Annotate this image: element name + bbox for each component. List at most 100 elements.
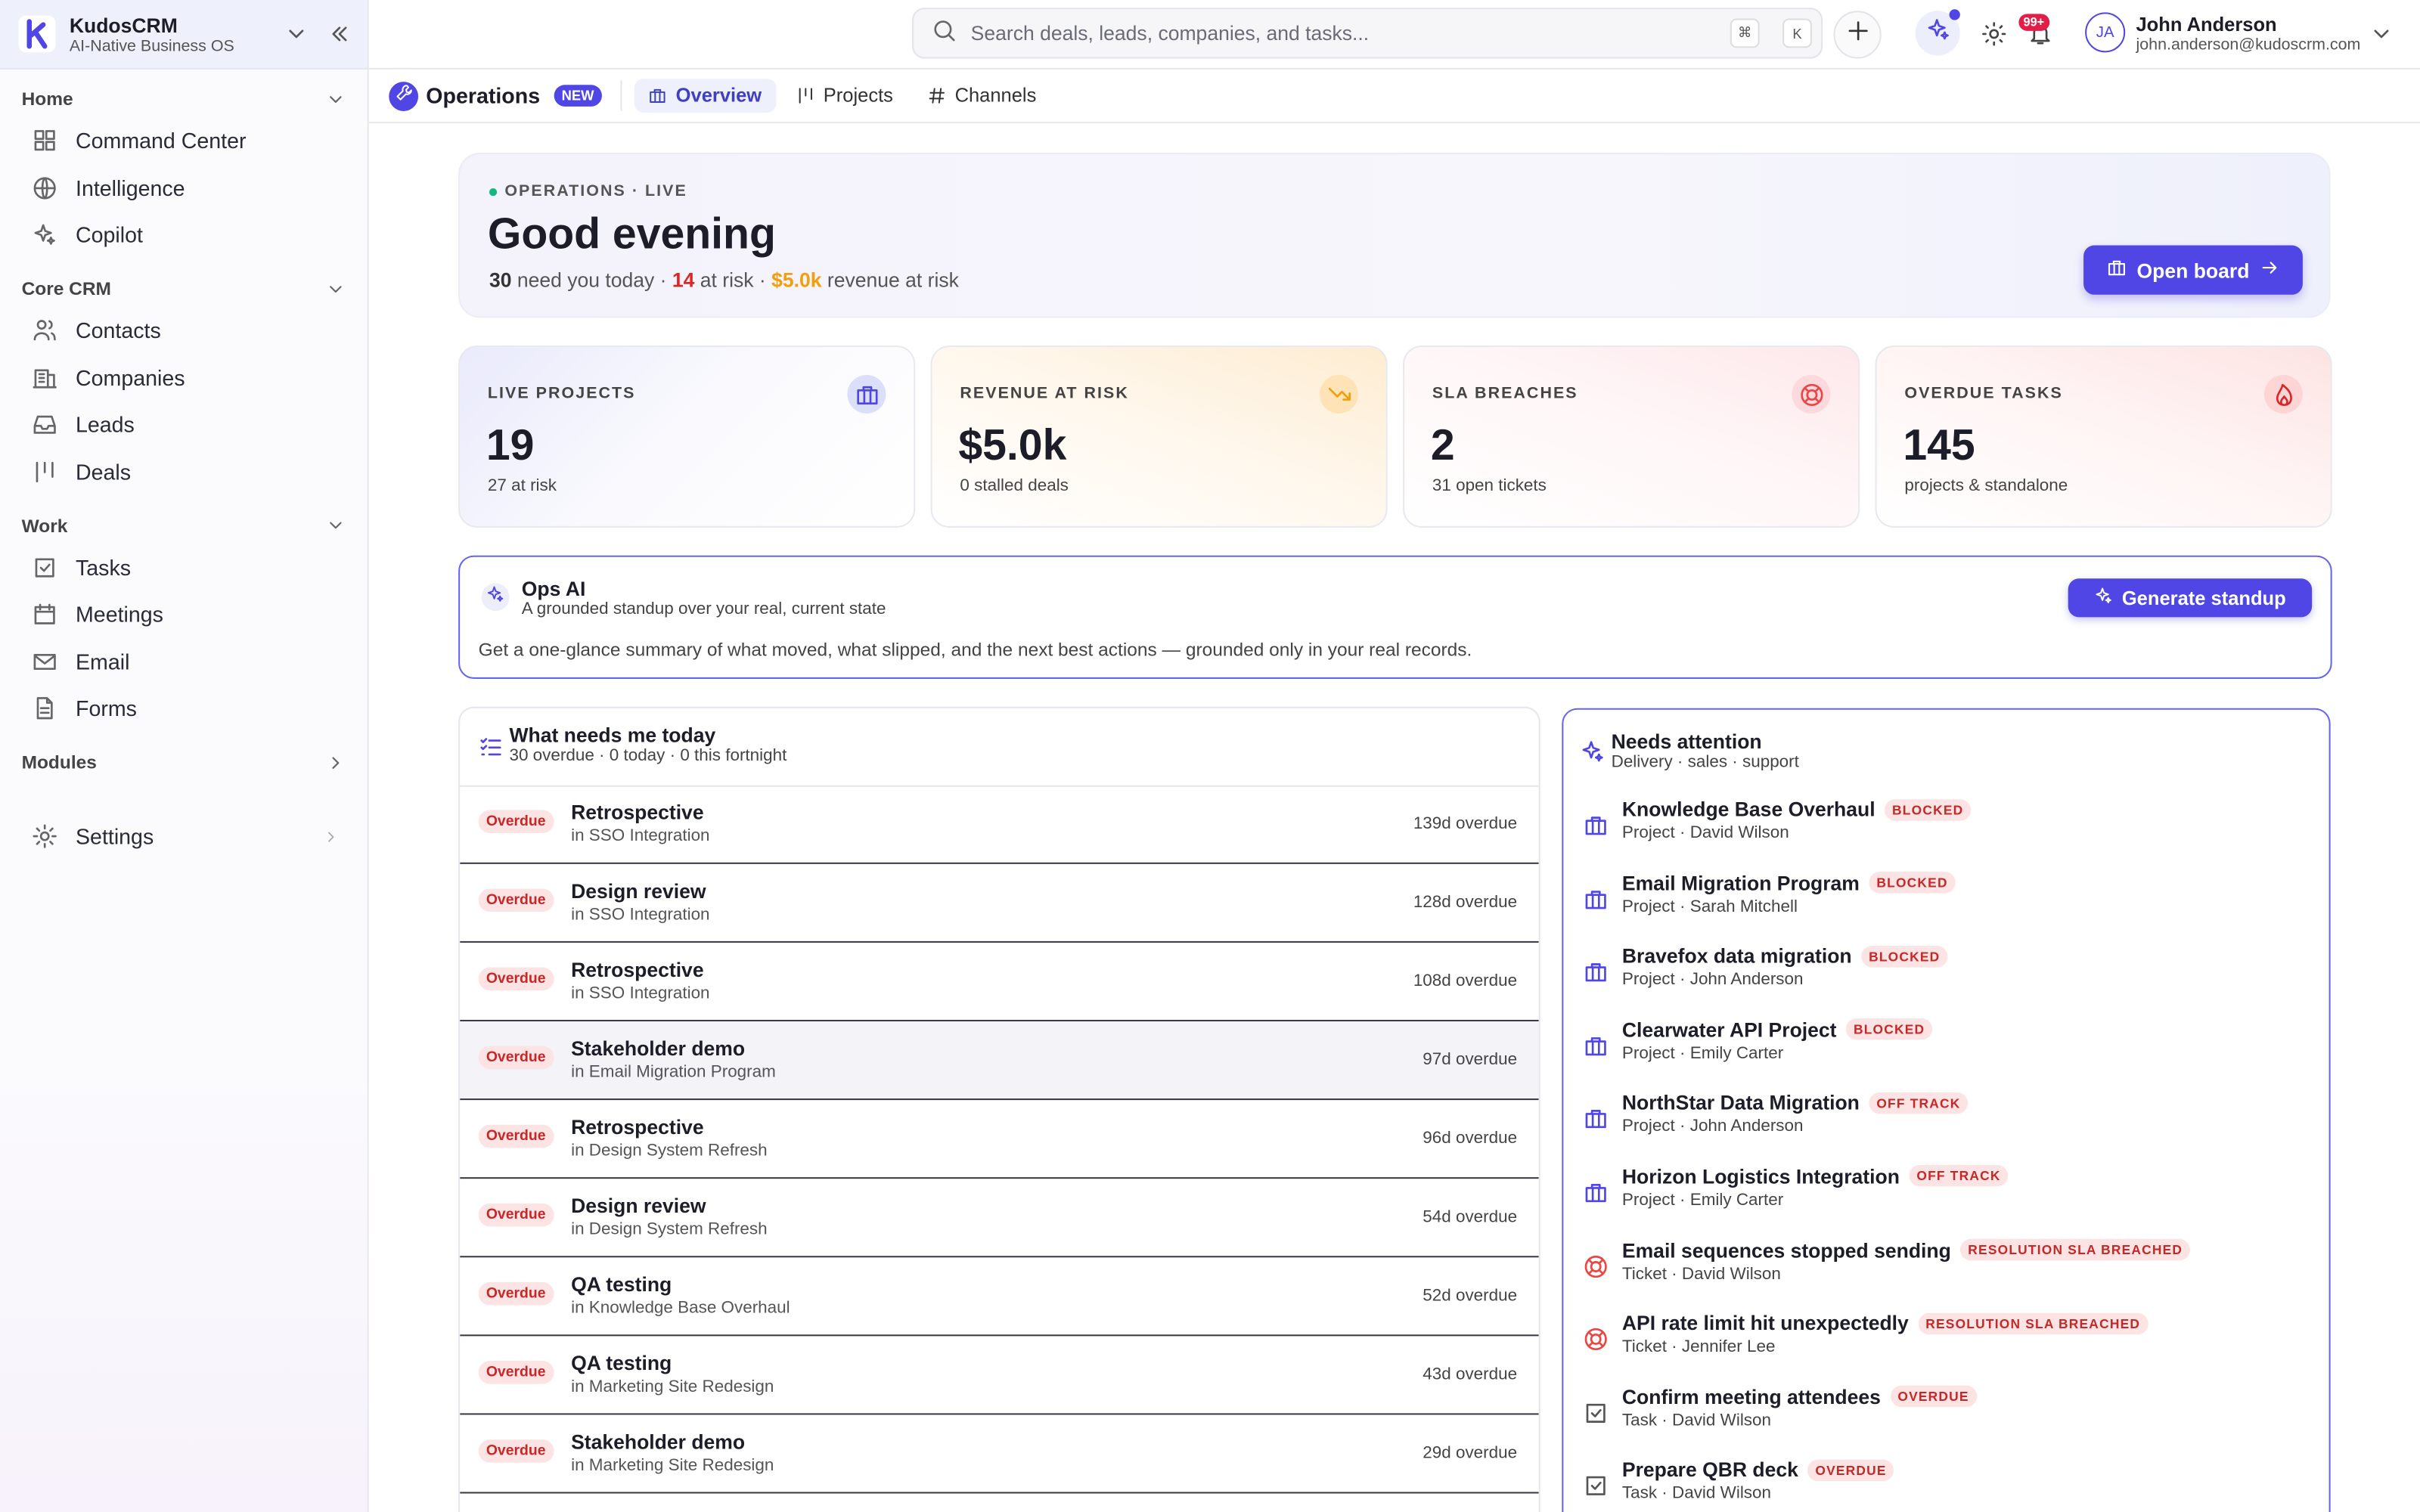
nav-label: Deals bbox=[75, 459, 132, 484]
task-row[interactable]: Overdue Design review in Design System Ref… bbox=[460, 1179, 1539, 1258]
item-icon bbox=[1584, 1253, 1609, 1278]
icon-path bbox=[328, 831, 334, 842]
task-row[interactable]: Overdue QA testing in Marketing Site Redes… bbox=[460, 1336, 1539, 1415]
summary: 30 need you today · 14 at risk · $5.0k r… bbox=[489, 268, 959, 292]
kpi-card[interactable]: SLA BREACHES 2 31 open tickets bbox=[1403, 345, 1860, 528]
nav-item[interactable]: Leads bbox=[0, 401, 368, 448]
search-box[interactable]: Search deals, leads, companies, and task… bbox=[912, 8, 1823, 59]
icon-path bbox=[798, 88, 811, 104]
generate-standup-button[interactable]: Generate standup bbox=[2068, 578, 2313, 618]
ops-ai-card: Ops AI A grounded standup over your real… bbox=[458, 555, 2332, 679]
icon-path bbox=[1585, 1110, 1606, 1129]
task-title: QA testing bbox=[571, 1272, 672, 1297]
tab[interactable]: Overview bbox=[634, 79, 776, 113]
attention-item[interactable]: Bravefox data migration BLOCKED Project · … bbox=[1563, 943, 2328, 1016]
icon-path bbox=[487, 586, 504, 602]
task-row[interactable]: Overdue Stakeholder demo in Email Migratio… bbox=[460, 1021, 1539, 1101]
briefcase-glyph bbox=[1585, 1036, 1606, 1055]
item-title: Bravefox data migration bbox=[1621, 944, 1852, 968]
attention-item[interactable]: Horizon Logistics Integration OFF TRACK Pr… bbox=[1563, 1163, 2328, 1237]
briefcase-glyph bbox=[1585, 890, 1606, 909]
status-badge: BLOCKED bbox=[1869, 872, 1956, 894]
attention-item[interactable]: Knowledge Base Overhaul BLOCKED Project · … bbox=[1563, 796, 2328, 869]
nav-item[interactable]: Intelligence bbox=[0, 164, 368, 211]
chevD-glyph bbox=[330, 95, 342, 103]
item-line: Horizon Logistics Integration OFF TRACK bbox=[1622, 1165, 2009, 1188]
attention-item[interactable]: Email sequences stopped sending RESOLUTIO… bbox=[1563, 1237, 2328, 1310]
user-menu[interactable] bbox=[2369, 22, 2394, 54]
nav-item[interactable]: Copilot bbox=[0, 211, 368, 258]
task-due: 29d overdue bbox=[1423, 1444, 1518, 1463]
task-row[interactable]: Overdue Retrospective in Design System Ref… bbox=[460, 1100, 1539, 1179]
avatar[interactable]: JA bbox=[2085, 12, 2126, 53]
nav-item[interactable]: Command Center bbox=[0, 117, 368, 164]
nav-item[interactable]: Companies bbox=[0, 354, 368, 401]
nav-item[interactable]: Meetings bbox=[0, 591, 368, 638]
tab-label: Channels bbox=[954, 85, 1037, 107]
kpi-value: 19 bbox=[486, 421, 535, 469]
spark-glyph bbox=[2096, 587, 2111, 603]
icon-path bbox=[480, 738, 501, 756]
panel-header: What needs me today 30 overdue · 0 today… bbox=[460, 708, 1539, 787]
task-row[interactable]: Overdue QA testing in Knowledge Base Overh… bbox=[460, 1257, 1539, 1337]
list-icon bbox=[479, 734, 504, 767]
attention-item[interactable]: API rate limit hit unexpectedly RESOLUTIO… bbox=[1563, 1310, 2328, 1383]
task-due: 128d overdue bbox=[1413, 893, 1518, 912]
item-icon bbox=[1584, 1474, 1609, 1499]
icon-path bbox=[1800, 383, 1823, 406]
kpi-card[interactable]: LIVE PROJECTS 19 27 at risk bbox=[458, 345, 916, 528]
nav-item[interactable]: Email bbox=[0, 638, 368, 685]
theme-toggle[interactable] bbox=[1981, 22, 2006, 54]
attention-item[interactable]: Clearwater API Project BLOCKED Project · E… bbox=[1563, 1016, 2328, 1089]
icon-path bbox=[2275, 383, 2291, 406]
task-row[interactable]: Overdue Retrospective in SSO Integration 10… bbox=[460, 943, 1539, 1022]
spark-glyph bbox=[1927, 19, 1948, 40]
overdue-badge: Overdue bbox=[478, 1203, 554, 1227]
ring-glyph bbox=[1584, 1328, 1607, 1351]
open-board-button[interactable]: Open board bbox=[2083, 245, 2303, 295]
tab[interactable]: Channels bbox=[913, 79, 1050, 113]
workspace-menu[interactable] bbox=[284, 22, 309, 54]
icon-path bbox=[1585, 816, 1606, 835]
attention-item[interactable]: Email Migration Program BLOCKED Project · … bbox=[1563, 869, 2328, 943]
item-line: Clearwater API Project BLOCKED bbox=[1622, 1018, 1933, 1041]
attention-list: Knowledge Base Overhaul BLOCKED Project · … bbox=[1563, 796, 2328, 1512]
nav-item[interactable]: Tasks bbox=[0, 544, 368, 591]
task-title: Design review bbox=[571, 879, 706, 903]
task-row[interactable]: Overdue Design review in SSO Integration 12… bbox=[460, 864, 1539, 943]
brand-bar[interactable]: KudosCRM AI-Native Business OS bbox=[0, 0, 368, 70]
item-title: Clearwater API Project bbox=[1621, 1018, 1837, 1042]
kpi-card[interactable]: REVENUE AT RISK $5.0k 0 stalled deals bbox=[930, 345, 1388, 528]
spark-icon bbox=[1581, 739, 1606, 772]
nav-item[interactable]: Forms bbox=[0, 685, 368, 732]
briefcase-glyph bbox=[1585, 816, 1606, 835]
section-header[interactable]: Core CRM bbox=[0, 270, 368, 307]
board-icon bbox=[2106, 258, 2127, 283]
task-row[interactable]: Overdue Retrospective in SSO Integration 13… bbox=[460, 785, 1539, 864]
attention-item[interactable]: NorthStar Data Migration OFF TRACK Project… bbox=[1563, 1090, 2328, 1163]
calendar-glyph bbox=[34, 604, 55, 625]
icon-path bbox=[34, 604, 55, 625]
tab[interactable]: Projects bbox=[782, 79, 908, 113]
attention-item[interactable]: Prepare QBR deck OVERDUE Task · David Wils… bbox=[1563, 1457, 2328, 1512]
arrow-icon bbox=[2260, 258, 2281, 283]
nav-item[interactable]: Settings bbox=[0, 813, 368, 860]
item-icon bbox=[1584, 887, 1609, 912]
task-context: in Design System Refresh bbox=[571, 1142, 768, 1160]
section-header[interactable]: Modules bbox=[0, 744, 368, 781]
collapse-sidebar[interactable] bbox=[327, 22, 352, 54]
task-row[interactable]: Overdue Stakeholder demo in Marketing Site… bbox=[460, 1414, 1539, 1494]
globe-glyph bbox=[33, 176, 56, 199]
ops-ai-icon bbox=[481, 583, 510, 612]
nav-item[interactable]: Deals bbox=[0, 448, 368, 495]
create-button[interactable] bbox=[1833, 11, 1882, 59]
attention-item[interactable]: Confirm meeting attendees OVERDUE Task · D… bbox=[1563, 1383, 2328, 1457]
kpi-value: 2 bbox=[1430, 421, 1455, 469]
nav-label: Contacts bbox=[75, 318, 161, 343]
kpi-card[interactable]: OVERDUE TASKS 145 projects & standalone bbox=[1875, 345, 2332, 528]
item-meta: Task · David Wilson bbox=[1621, 1411, 1771, 1430]
section-header[interactable]: Home bbox=[0, 80, 368, 117]
section-header[interactable]: Work bbox=[0, 507, 368, 544]
plus-icon bbox=[1845, 18, 1870, 51]
nav-item[interactable]: Contacts bbox=[0, 307, 368, 354]
